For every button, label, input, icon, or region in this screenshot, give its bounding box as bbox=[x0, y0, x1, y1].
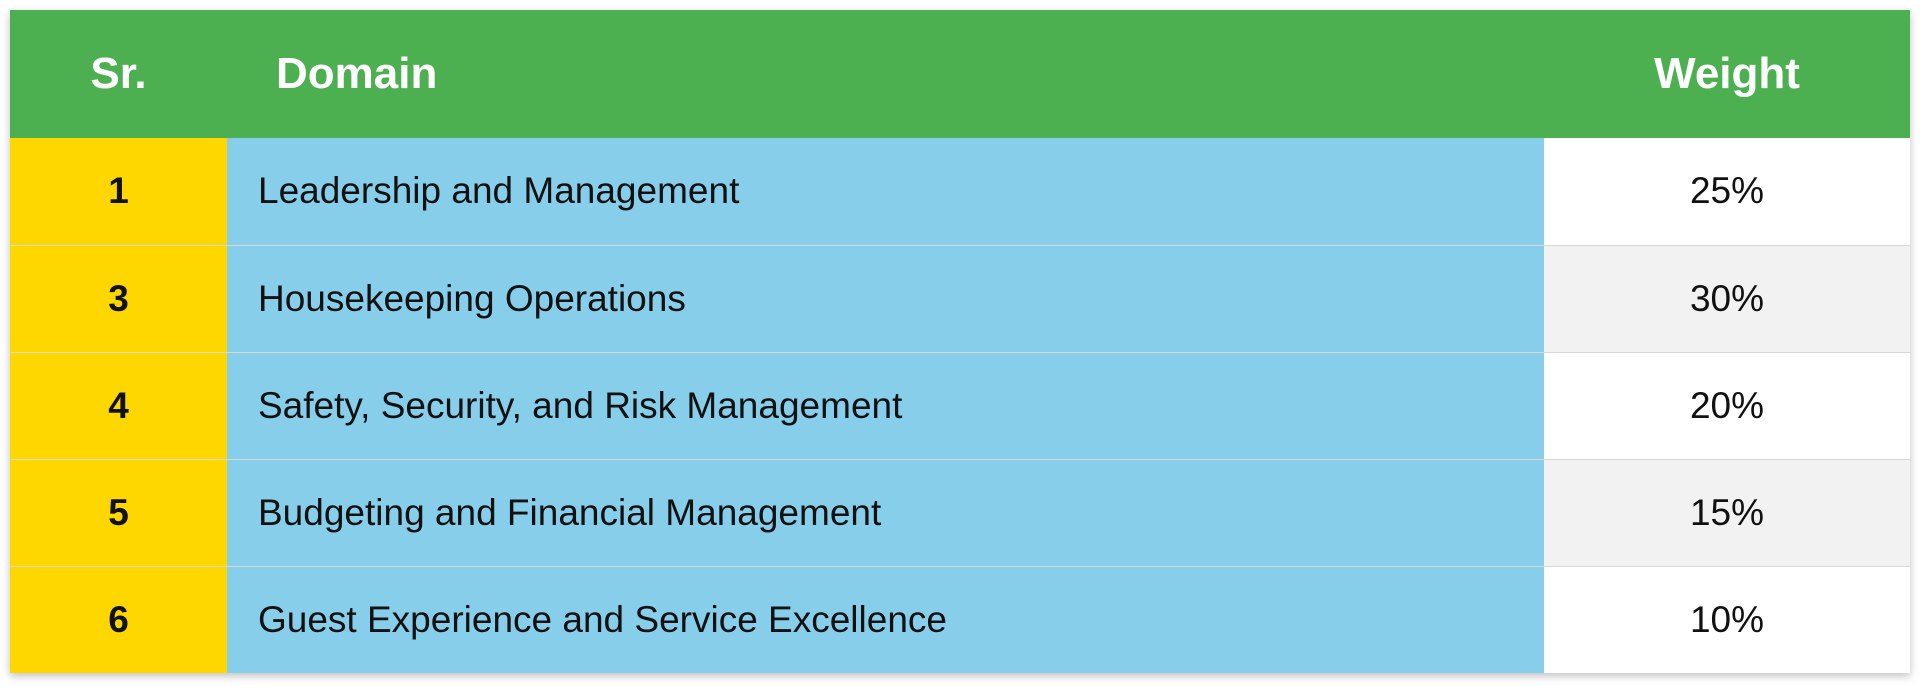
cell-domain: Housekeeping Operations bbox=[227, 244, 1544, 352]
cell-weight: 20% bbox=[1544, 351, 1910, 459]
header-row: Sr. Domain Weight bbox=[10, 10, 1910, 138]
header-sr: Sr. bbox=[10, 10, 227, 138]
header-weight: Weight bbox=[1544, 10, 1910, 138]
table-row: 6 Guest Experience and Service Excellenc… bbox=[10, 565, 1910, 673]
cell-domain: Safety, Security, and Risk Management bbox=[227, 351, 1544, 459]
table-row: 1 Leadership and Management 25% bbox=[10, 138, 1910, 245]
table-row: 3 Housekeeping Operations 30% bbox=[10, 244, 1910, 352]
table-row: 5 Budgeting and Financial Management 15% bbox=[10, 458, 1910, 566]
table-header: Sr. Domain Weight bbox=[10, 10, 1910, 138]
domain-weight-table: Sr. Domain Weight 1 Leadership and Manag… bbox=[10, 10, 1910, 673]
cell-sr: 4 bbox=[10, 351, 227, 459]
cell-weight: 10% bbox=[1544, 565, 1910, 673]
cell-domain: Guest Experience and Service Excellence bbox=[227, 565, 1544, 673]
cell-sr: 3 bbox=[10, 244, 227, 352]
domain-weight-table-container: Sr. Domain Weight 1 Leadership and Manag… bbox=[10, 10, 1910, 673]
cell-weight: 30% bbox=[1544, 244, 1910, 352]
cell-sr: 1 bbox=[10, 138, 227, 245]
cell-sr: 5 bbox=[10, 458, 227, 566]
cell-domain: Leadership and Management bbox=[227, 138, 1544, 245]
table-row: 4 Safety, Security, and Risk Management … bbox=[10, 351, 1910, 459]
cell-weight: 15% bbox=[1544, 458, 1910, 566]
cell-weight: 25% bbox=[1544, 138, 1910, 245]
cell-domain: Budgeting and Financial Management bbox=[227, 458, 1544, 566]
header-domain: Domain bbox=[227, 10, 1544, 138]
cell-sr: 6 bbox=[10, 565, 227, 673]
table-body: 1 Leadership and Management 25% 3 Housek… bbox=[10, 138, 1910, 673]
